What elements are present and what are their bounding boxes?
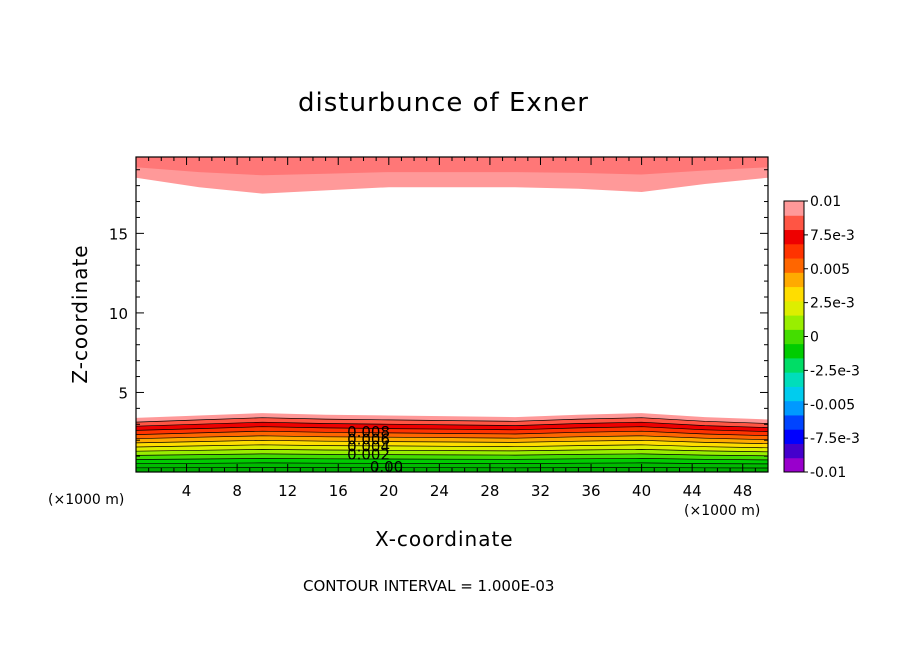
colorbar-swatch (784, 357, 804, 373)
x-unit-right: (×1000 m) (684, 503, 761, 519)
colorbar-label: -7.5e-3 (810, 431, 860, 447)
colorbar-swatch (784, 201, 804, 216)
colorbar-swatch (784, 457, 804, 473)
contour-line (135, 435, 769, 441)
contour-label: 0.008 (347, 423, 390, 441)
colorbar-swatch (784, 272, 804, 288)
x-tick-label: 32 (531, 482, 550, 500)
colorbar-label: 7.5e-3 (810, 228, 855, 244)
x-axis-label: X-coordinate (375, 527, 514, 551)
bottom-contour-bands (136, 413, 768, 472)
colorbar-swatch (784, 229, 804, 245)
colorbar-swatch (784, 429, 804, 444)
x-tick-label: 40 (632, 482, 651, 500)
x-tick-label: 20 (379, 482, 398, 500)
x-tick-label: 12 (278, 482, 297, 500)
x-tick-label: 36 (581, 482, 600, 500)
contour-line (135, 467, 769, 469)
colorbar-label: 0.01 (810, 194, 841, 210)
x-tick-label: 24 (430, 482, 449, 500)
colorbar-swatch (784, 443, 804, 459)
contour-line (135, 430, 769, 437)
colorbar-swatch (784, 243, 804, 259)
contour-line (135, 426, 769, 432)
colorbar-swatch (784, 400, 804, 416)
colorbar-swatch (784, 386, 804, 402)
x-tick-label: 4 (182, 482, 192, 500)
contour-interval-note: CONTOUR INTERVAL = 1.000E-03 (303, 577, 555, 595)
y-axis-label: Z-coordinate (68, 244, 92, 384)
contour-line (135, 449, 769, 453)
contour-label: 0.00 (370, 458, 403, 476)
x-tick-label: 8 (232, 482, 242, 500)
x-tick-label: 44 (683, 482, 702, 500)
x-unit-left: (×1000 m) (48, 492, 125, 508)
contour-line (135, 462, 769, 465)
y-tick-label: 5 (118, 384, 128, 402)
colorbar-label: 2.5e-3 (810, 296, 855, 312)
contour-label: 0.004 (347, 438, 390, 456)
contour-line (135, 417, 769, 424)
colorbar: 0.01 7.5e-3 0.005 2.5e-3 0 -2.5e-3 -0.005 -7.5e… (783, 194, 860, 481)
colorbar-label: -0.01 (810, 465, 846, 481)
colorbar-label: -2.5e-3 (810, 363, 860, 379)
contour-line (135, 421, 769, 428)
top-contour-band (136, 157, 768, 176)
colorbar-swatch (784, 286, 804, 302)
colorbar-swatch (784, 372, 804, 387)
contour-line (135, 444, 769, 449)
colorbar-label: 0.005 (810, 262, 850, 278)
x-tick-label: 48 (733, 482, 752, 500)
contour-line (135, 453, 769, 457)
contour-label: 0.002 (347, 446, 390, 464)
top-contour-bands (136, 157, 768, 194)
colorbar-swatch (784, 215, 804, 231)
colorbar-swatch (784, 329, 804, 345)
y-tick-label: 10 (109, 305, 128, 323)
contour-line (135, 439, 769, 445)
colorbar-swatch (784, 258, 804, 273)
colorbar-swatch (784, 315, 804, 330)
x-tick-label: 28 (480, 482, 499, 500)
chart-title: disturbunce of Exner (298, 88, 589, 118)
x-tick-label: 16 (329, 482, 348, 500)
colorbar-swatch (784, 414, 804, 430)
colorbar-swatch (784, 300, 804, 316)
colorbar-label: 0 (810, 330, 819, 346)
colorbar-swatch (784, 343, 804, 359)
y-tick-label: 15 (109, 225, 128, 243)
colorbar-label: -0.005 (810, 397, 855, 413)
contour-label: 0.006 (347, 430, 390, 448)
contour-line (135, 458, 769, 461)
bottom-contour-lines (135, 417, 769, 469)
